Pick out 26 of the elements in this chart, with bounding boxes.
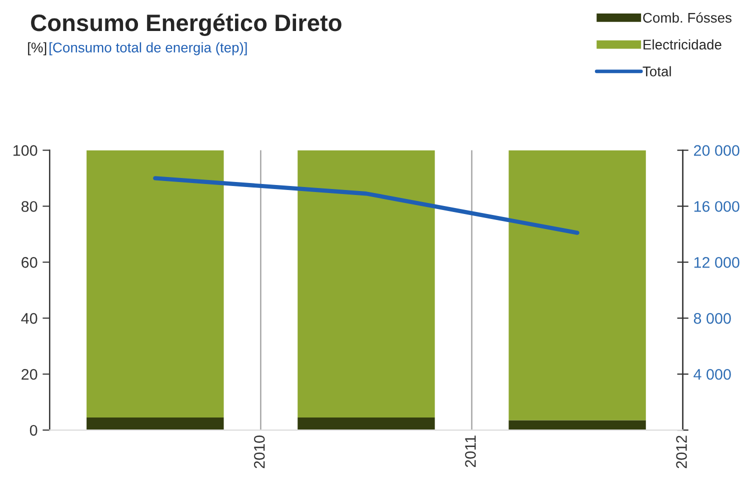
y-tick-label: 40: [21, 313, 38, 324]
bar: [298, 417, 435, 430]
y2-tick-label: 4 000: [694, 368, 731, 380]
legend-label: Comb. Fósses: [643, 12, 732, 23]
y2-tick-label: 12 000: [694, 257, 740, 268]
chart-title: Consumo Energético Direto: [31, 14, 342, 36]
legend-label: Electricidade: [644, 39, 722, 50]
text: [%]: [28, 42, 46, 56]
legend-label: Total: [642, 66, 671, 76]
bar: [508, 150, 646, 420]
text: [Consumo total de energia (tep)]: [50, 42, 247, 56]
x-tick-label: 2011: [465, 436, 476, 468]
x-tick-label: 2010: [254, 436, 265, 468]
y2-tick-label: 8 000: [694, 313, 731, 324]
y-tick-label: 60: [22, 257, 38, 268]
y2-tick-label: 20 000: [694, 145, 740, 156]
x-tick-label: 2012: [676, 436, 687, 468]
y2-tick-label: 16 000: [694, 201, 740, 212]
bar: [86, 150, 224, 418]
bar: [298, 150, 435, 418]
y-tick-label: 100: [14, 145, 38, 156]
y-tick-label: 20: [22, 368, 38, 380]
bar: [86, 417, 224, 430]
bar: [508, 420, 646, 430]
y-tick-label: 80: [22, 201, 38, 212]
y-tick-label: 0: [30, 424, 38, 436]
